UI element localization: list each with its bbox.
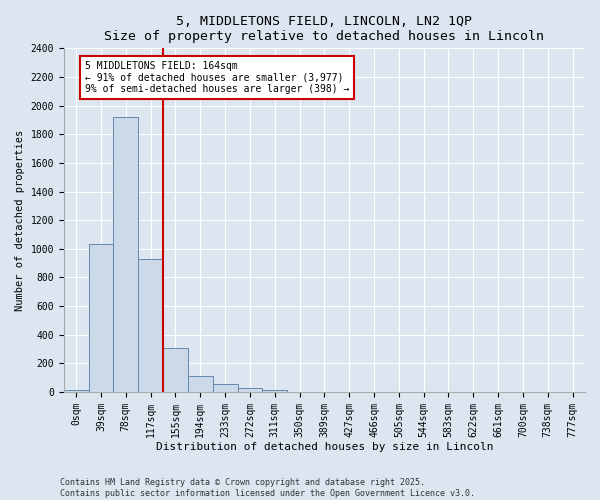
Bar <box>163 348 188 392</box>
Bar <box>188 376 212 392</box>
Bar <box>262 390 287 392</box>
Bar <box>212 384 238 392</box>
Bar <box>64 390 89 392</box>
Text: 5 MIDDLETONS FIELD: 164sqm
← 91% of detached houses are smaller (3,977)
9% of se: 5 MIDDLETONS FIELD: 164sqm ← 91% of deta… <box>85 61 349 94</box>
Text: Contains HM Land Registry data © Crown copyright and database right 2025.
Contai: Contains HM Land Registry data © Crown c… <box>60 478 475 498</box>
Bar <box>138 259 163 392</box>
Bar <box>89 244 113 392</box>
Y-axis label: Number of detached properties: Number of detached properties <box>15 130 25 311</box>
X-axis label: Distribution of detached houses by size in Lincoln: Distribution of detached houses by size … <box>155 442 493 452</box>
Bar <box>238 388 262 392</box>
Title: 5, MIDDLETONS FIELD, LINCOLN, LN2 1QP
Size of property relative to detached hous: 5, MIDDLETONS FIELD, LINCOLN, LN2 1QP Si… <box>104 15 544 43</box>
Bar <box>113 117 138 392</box>
